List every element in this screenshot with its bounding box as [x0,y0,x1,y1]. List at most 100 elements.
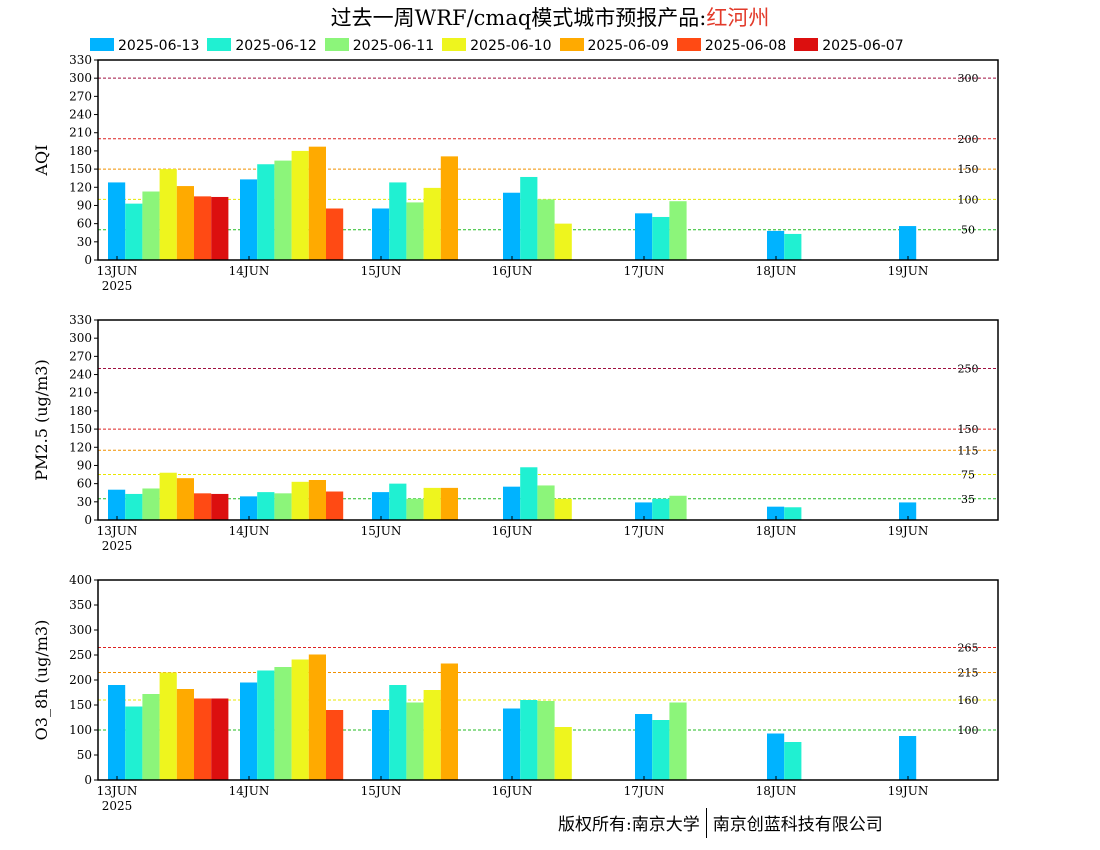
bar [326,710,344,780]
y-tick-label: 30 [77,495,92,509]
bar [537,701,555,780]
bar [652,498,670,520]
x-tick-label: 15JUN [361,524,402,538]
legend-label: 2025-06-07 [822,38,904,54]
bar [520,176,538,260]
y-tick-label: 300 [69,71,92,85]
bar [211,196,229,260]
bar [257,164,275,260]
y-tick-label: 330 [69,313,92,327]
bar [326,208,344,260]
bar [899,502,917,520]
bar [554,727,572,780]
y-tick-label: 330 [69,53,92,67]
bar [440,156,458,260]
legend-item: 2025-06-08 [676,37,786,55]
bar [767,506,785,520]
legend-swatch [207,38,232,51]
threshold-label: 150 [958,163,979,176]
x-tick-label: 18JUN [756,524,797,538]
bar [899,226,917,260]
y-tick-label: 50 [77,748,92,762]
x-tick-label: 17JUN [624,784,665,798]
x-tick-label: 19JUN [888,784,929,798]
bar [520,700,538,780]
y-tick-label: 240 [69,368,92,382]
legend-swatch [559,38,584,51]
legend-item: 2025-06-09 [559,37,669,55]
y-tick-label: 0 [84,773,92,787]
bar [159,169,177,260]
bar [240,682,258,780]
bar [274,160,292,260]
bar [767,733,785,780]
footer-left: 版权所有:南京大学 [558,815,700,835]
bar [440,663,458,780]
bar [503,708,521,780]
bar [257,670,275,780]
bar [257,492,275,520]
y-tick-label: 210 [69,386,92,400]
x-tick-label: 13JUN [97,784,138,798]
threshold-label: 35 [961,493,975,506]
bar [423,487,441,520]
bar [372,710,390,780]
bar [240,179,258,260]
y-tick-label: 150 [69,162,92,176]
title-city: 红河州 [706,6,770,30]
threshold-label: 250 [958,362,979,375]
x-tick-label: 16JUN [492,264,533,278]
bar [194,493,212,520]
y-tick-label: 210 [69,126,92,140]
y-tick-label: 60 [77,477,92,491]
y-tick-label: 120 [69,180,92,194]
threshold-label: 265 [958,642,979,655]
bar [211,698,229,780]
x-year-label: 2025 [102,279,133,293]
legend-swatch [794,38,819,51]
y-tick-label: 150 [69,422,92,436]
title-text: 过去一周WRF/cmaq模式城市预报产品: [330,6,707,30]
legend-swatch [676,38,701,51]
x-tick-label: 13JUN [97,524,138,538]
bar [274,493,292,520]
y-tick-label: 200 [69,673,92,687]
bar [406,498,424,520]
legend-item: 2025-06-12 [207,37,317,55]
y-tick-label: 180 [69,404,92,418]
bar [291,481,309,520]
bar [211,493,229,520]
bar [274,667,292,780]
legend-item: 2025-06-13 [90,37,199,55]
bar [326,491,344,520]
bar [372,492,390,520]
y-tick-label: 150 [69,698,92,712]
y-tick-label: 0 [84,253,92,267]
legend-item: 2025-06-11 [324,37,434,55]
y-tick-label: 60 [77,217,92,231]
bar [291,150,309,260]
y-tick-label: 90 [77,198,92,212]
y-tick-label: 300 [69,331,92,345]
bar [108,685,126,780]
bar [176,689,194,780]
bar [423,690,441,780]
bar [784,742,802,780]
y-tick-label: 270 [69,349,92,363]
bar [503,486,521,520]
bar [291,659,309,780]
threshold-label: 100 [958,724,979,737]
legend-label: 2025-06-09 [587,38,669,54]
x-tick-label: 17JUN [624,264,665,278]
x-year-label: 2025 [102,539,133,553]
bar [520,467,538,520]
y-tick-label: 300 [69,623,92,637]
bar [669,201,687,260]
bar [554,223,572,260]
x-tick-label: 13JUN [97,264,138,278]
footer-separator [705,808,707,838]
bar [423,187,441,260]
x-tick-label: 17JUN [624,524,665,538]
y-axis-label: AQI [32,145,51,177]
